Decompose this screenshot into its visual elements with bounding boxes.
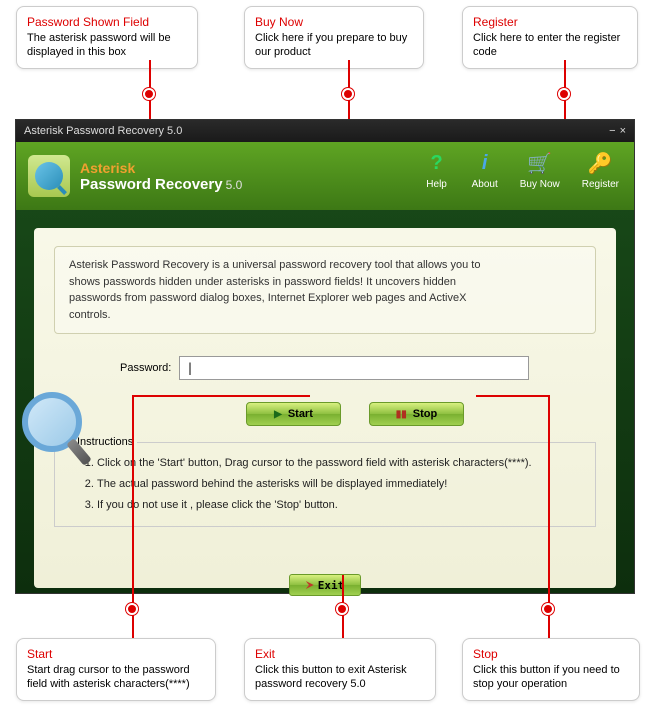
register-icon: 🔑: [587, 150, 613, 176]
toolbar-label: Register: [582, 179, 619, 190]
callout-buy-now: Buy Now Click here if you prepare to buy…: [244, 6, 424, 69]
connector-dot: [558, 88, 570, 100]
toolbar-label: Help: [426, 179, 447, 190]
callout-stop: Stop Click this button if you need to st…: [462, 638, 640, 701]
titlebar-controls: − ×: [609, 125, 626, 137]
stop-label: Stop: [413, 408, 437, 420]
stop-button[interactable]: ▮▮ Stop: [369, 402, 464, 426]
instructions-box: Instructions Click on the 'Start' button…: [54, 442, 596, 527]
connector-line: [132, 395, 310, 397]
exit-label: Exit: [318, 579, 345, 592]
app-logo: [28, 155, 70, 197]
description-text: Asterisk Password Recovery is a universa…: [54, 246, 596, 334]
connector-dot: [143, 88, 155, 100]
connector-line: [342, 615, 344, 639]
about-icon: i: [472, 150, 498, 176]
connector-dot: [126, 603, 138, 615]
connector-line: [132, 395, 134, 605]
exit-icon: [306, 581, 314, 589]
callout-body: Click this button to exit Asterisk passw…: [255, 663, 425, 692]
start-label: Start: [288, 408, 313, 420]
callout-title: Register: [473, 15, 627, 29]
callout-start: Start Start drag cursor to the password …: [16, 638, 216, 701]
password-row: Password:: [54, 356, 596, 380]
magnifier-lens: [22, 392, 82, 452]
toolbar-label: About: [472, 179, 498, 190]
help-button[interactable]: ? Help: [424, 150, 450, 190]
callout-title: Buy Now: [255, 15, 413, 29]
callout-title: Start: [27, 647, 205, 661]
connector-dot: [336, 603, 348, 615]
buy-now-button[interactable]: 🛒 Buy Now: [520, 150, 560, 190]
callout-title: Exit: [255, 647, 425, 661]
instruction-item: The actual password behind the asterisks…: [97, 474, 581, 495]
callout-title: Password Shown Field: [27, 15, 187, 29]
connector-line: [132, 615, 134, 639]
help-icon: ?: [424, 150, 450, 176]
instructions-list: Click on the 'Start' button, Drag cursor…: [75, 453, 581, 516]
callout-register: Register Click here to enter the registe…: [462, 6, 638, 69]
instruction-item: If you do not use it , please click the …: [97, 495, 581, 516]
instruction-item: Click on the 'Start' button, Drag cursor…: [97, 453, 581, 474]
connector-dot: [542, 603, 554, 615]
callout-body: Click here if you prepare to buy our pro…: [255, 31, 413, 60]
connector-line: [348, 60, 350, 90]
toolbar: ? Help i About 🛒 Buy Now 🔑 Register: [424, 150, 619, 190]
connector-line: [548, 395, 550, 605]
exit-button[interactable]: Exit: [289, 574, 361, 596]
register-button[interactable]: 🔑 Register: [582, 150, 619, 190]
magnifier-icon: [35, 162, 63, 190]
connector-line: [149, 60, 151, 90]
app-version: 5.0: [226, 178, 243, 192]
main-panel: Asterisk Password Recovery is a universa…: [34, 228, 616, 588]
password-input[interactable]: [179, 356, 529, 380]
password-label: Password:: [120, 362, 171, 374]
magnifier-decoration: [22, 392, 98, 468]
connector-line: [564, 60, 566, 90]
app-title: Asterisk Password Recovery 5.0: [80, 160, 242, 193]
callout-password-field: Password Shown Field The asterisk passwo…: [16, 6, 198, 69]
cart-icon: 🛒: [527, 150, 553, 176]
callout-title: Stop: [473, 647, 629, 661]
app-name-line1: Asterisk: [80, 160, 135, 176]
connector-line: [476, 395, 550, 397]
magnifier-handle: [66, 438, 92, 466]
callout-exit: Exit Click this button to exit Asterisk …: [244, 638, 436, 701]
about-button[interactable]: i About: [472, 150, 498, 190]
connector-line: [548, 615, 550, 639]
play-icon: ▶: [274, 409, 282, 420]
start-button[interactable]: ▶ Start: [246, 402, 341, 426]
minimize-button[interactable]: −: [609, 125, 615, 137]
connector-line: [342, 575, 344, 605]
callout-body: Click here to enter the register code: [473, 31, 627, 60]
app-window: Asterisk Password Recovery 5.0 − × Aster…: [15, 119, 635, 594]
app-header: Asterisk Password Recovery 5.0 ? Help i …: [16, 142, 634, 210]
button-row: ▶ Start ▮▮ Stop: [54, 402, 596, 426]
pause-icon: ▮▮: [396, 409, 407, 420]
callout-body: Start drag cursor to the password field …: [27, 663, 205, 692]
window-title: Asterisk Password Recovery 5.0: [24, 125, 182, 137]
connector-dot: [342, 88, 354, 100]
app-name-line2: Password Recovery: [80, 176, 223, 193]
callout-body: Click this button if you need to stop yo…: [473, 663, 629, 692]
callout-body: The asterisk password will be displayed …: [27, 31, 187, 60]
toolbar-label: Buy Now: [520, 179, 560, 190]
close-button[interactable]: ×: [620, 125, 626, 137]
titlebar: Asterisk Password Recovery 5.0 − ×: [16, 120, 634, 142]
